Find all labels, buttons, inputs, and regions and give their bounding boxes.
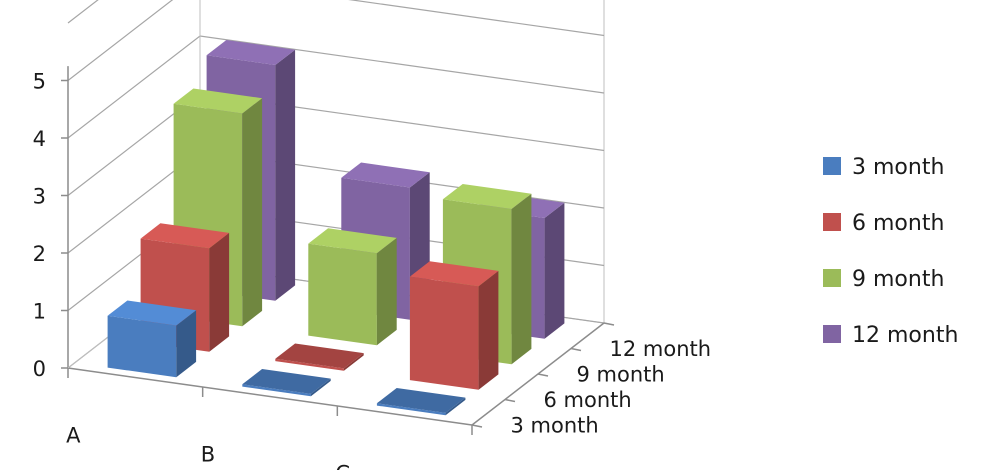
bar-side-face — [478, 270, 499, 390]
bar — [409, 261, 499, 390]
bar-side-face — [242, 98, 263, 327]
bar-side-face — [343, 353, 364, 371]
bar — [275, 343, 364, 371]
bar — [242, 369, 331, 397]
depth-tick-mark — [537, 373, 549, 377]
depth-tick-mark — [504, 398, 516, 403]
y-tick-label: 3 — [33, 185, 46, 209]
depth-tick-mark — [471, 424, 483, 428]
bar-side-face — [445, 397, 466, 416]
bar-front-face — [242, 384, 311, 397]
legend-label: 12 month — [852, 323, 958, 348]
bar-side-face — [176, 310, 197, 378]
legend-swatch — [823, 213, 841, 231]
bar-top-face — [442, 184, 532, 209]
legend-label: 6 month — [852, 211, 944, 236]
bar-top-face — [140, 223, 230, 249]
y-tick-label: 2 — [33, 242, 46, 266]
depth-tick-mark — [603, 322, 615, 326]
bar-side-face — [310, 378, 331, 397]
bar-top-face — [376, 388, 466, 413]
depth-tick-mark — [570, 347, 582, 352]
bar-front-face — [107, 315, 177, 378]
legend-label: 9 month — [852, 267, 944, 292]
bar-top-face — [173, 88, 263, 114]
legend-swatch — [823, 157, 841, 175]
depth-tick-label: 9 month — [577, 362, 665, 386]
legend-item: 3 month — [823, 155, 944, 180]
bar — [308, 228, 397, 346]
y-tick-label: 4 — [33, 127, 46, 151]
bar-top-face — [206, 40, 296, 65]
y-tick-label: 0 — [33, 357, 46, 381]
bar-front-face — [409, 276, 479, 390]
legend-swatch — [823, 269, 841, 287]
x-tick-label: C — [335, 462, 350, 470]
y-tick-label: 1 — [33, 300, 46, 324]
bar-side-face — [544, 202, 565, 339]
legend-item: 6 month — [823, 211, 944, 236]
depth-tick-label: 3 month — [511, 413, 599, 437]
y-tick-label: 5 — [33, 70, 46, 94]
bar-top-face — [242, 369, 331, 394]
bars — [107, 40, 565, 416]
legend-swatch — [823, 325, 841, 343]
bar-top-face — [409, 261, 499, 287]
legend-item: 12 month — [823, 323, 958, 348]
bar-top-face — [308, 228, 397, 254]
bar-front-face — [308, 243, 377, 346]
x-tick-label: B — [201, 443, 215, 467]
bar-side-face — [376, 237, 397, 346]
bar-top-face — [341, 162, 430, 188]
bar-side-face — [209, 232, 230, 352]
depth-tick-label: 6 month — [544, 388, 632, 412]
bar-top-face — [107, 300, 197, 326]
bar-top-face — [275, 343, 364, 369]
bar-front-face — [376, 403, 446, 416]
x-tick-label: A — [66, 424, 81, 448]
gridline — [67, 0, 605, 81]
bar — [376, 388, 466, 416]
y-axis-tick-labels: 0 1 2 3 4 5 — [33, 70, 46, 382]
bar-side-face — [511, 193, 532, 365]
bar-front-face — [275, 358, 344, 371]
legend-item: 9 month — [823, 267, 944, 292]
bar — [107, 300, 197, 378]
bar-side-face — [275, 49, 296, 301]
x-axis-tick-labels: A B C — [66, 424, 350, 470]
legend-label: 3 month — [852, 155, 944, 180]
depth-tick-label: 12 month — [610, 337, 712, 361]
legend: 3 month 6 month 9 month 12 month — [823, 155, 958, 348]
x-axis-line — [67, 367, 473, 426]
